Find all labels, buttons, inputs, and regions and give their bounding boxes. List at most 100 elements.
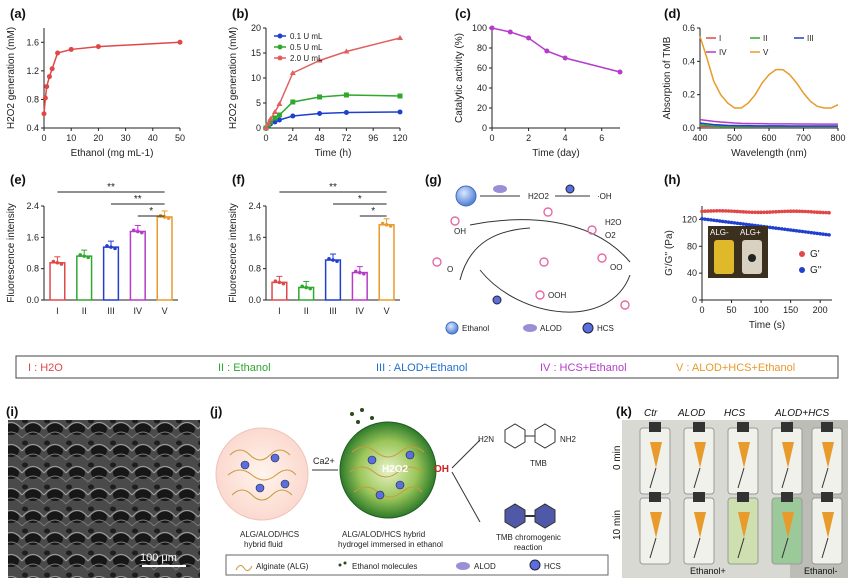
vial-alg-minus xyxy=(714,240,734,274)
series-line xyxy=(699,118,838,125)
y-axis-label: Catalytic activity (%) xyxy=(454,33,465,123)
label-tmb-b: reaction xyxy=(514,543,542,552)
x-tick-label: 96 xyxy=(368,133,378,143)
alod-cloud-icon xyxy=(493,185,507,193)
x-tick-label: 2 xyxy=(526,133,531,143)
legend-marker xyxy=(799,251,805,257)
molecule-5-icon xyxy=(539,257,549,267)
data-point xyxy=(797,209,802,214)
data-point xyxy=(809,230,814,235)
y-tick-label: 0.2 xyxy=(682,90,695,100)
category-label: V xyxy=(162,306,168,316)
hcs-bead-icon xyxy=(280,479,290,489)
data-point xyxy=(756,210,760,215)
data-point xyxy=(741,222,746,226)
y-axis-label: H2O2 generation (mM) xyxy=(6,27,17,129)
data-point xyxy=(706,209,710,213)
data-point xyxy=(290,113,296,119)
orange-gel xyxy=(694,442,706,468)
data-point xyxy=(78,253,82,257)
x-tick-label: 10 xyxy=(66,133,76,143)
bar xyxy=(378,224,395,301)
x-tick-label: 4 xyxy=(563,133,568,143)
ethanol-plus-label: Ethanol+ xyxy=(690,566,726,576)
data-point xyxy=(354,269,358,274)
data-point xyxy=(263,125,269,130)
alginate-chains xyxy=(227,449,297,501)
h2o2-label: H2O2 xyxy=(528,192,549,201)
y-tick-label: 0.6 xyxy=(682,23,695,33)
panel-label-j: (j) xyxy=(210,404,222,419)
y-tick-label: 80 xyxy=(687,241,697,251)
data-point xyxy=(827,233,831,237)
legend-hcs-icon xyxy=(582,322,594,334)
data-point xyxy=(113,246,117,251)
bar xyxy=(102,246,120,301)
data-point xyxy=(720,219,725,224)
bar xyxy=(76,255,93,301)
data-point xyxy=(777,209,781,214)
data-point xyxy=(794,228,799,233)
data-point xyxy=(714,218,719,223)
panel-label-h: (h) xyxy=(664,172,681,187)
inset-label: ALG+ xyxy=(740,228,761,237)
tmb-label: TMB xyxy=(530,459,547,468)
y-tick-label: 0.8 xyxy=(26,264,39,274)
data-point xyxy=(706,217,710,222)
y-tick-label: 0.8 xyxy=(248,264,261,274)
data-point xyxy=(388,224,393,228)
data-point xyxy=(384,223,389,227)
data-point xyxy=(362,271,366,276)
wire xyxy=(693,537,701,559)
data-point xyxy=(723,219,728,224)
ca-label: Ca2+ xyxy=(313,456,335,466)
col-hcs: HCS xyxy=(724,408,745,419)
data-point xyxy=(308,286,313,291)
category-label: I xyxy=(278,306,281,316)
data-point xyxy=(41,111,47,117)
data-point xyxy=(759,210,763,215)
data-point xyxy=(747,210,752,214)
data-point xyxy=(821,210,825,215)
data-point xyxy=(741,210,746,214)
data-point xyxy=(562,55,568,61)
data-point xyxy=(732,209,737,214)
y-tick-label: 15 xyxy=(251,48,261,58)
molecule-8-icon xyxy=(620,300,630,310)
legend-label: V xyxy=(763,48,769,57)
x-tick-label: 0 xyxy=(41,133,46,143)
data-point xyxy=(771,225,775,230)
data-point xyxy=(44,84,50,90)
data-point xyxy=(290,99,296,105)
data-point xyxy=(276,117,282,123)
y-tick-label: 80 xyxy=(477,43,487,53)
data-point xyxy=(782,227,787,232)
ethanol-molecules-icon xyxy=(343,561,347,565)
data-point xyxy=(779,209,784,214)
wire xyxy=(781,537,789,559)
ethanol-molecules-icon xyxy=(338,563,342,567)
x-tick-label: 24 xyxy=(288,133,298,143)
panel-label-d: (d) xyxy=(664,6,681,21)
data-point xyxy=(738,209,743,214)
data-point xyxy=(397,93,403,99)
panel-label-k: (k) xyxy=(616,404,632,419)
data-point xyxy=(738,221,743,226)
significance-label: ** xyxy=(134,194,142,205)
bar xyxy=(49,262,66,301)
vial-cap xyxy=(781,422,793,432)
y-tick-label: 0 xyxy=(256,123,261,133)
category-label: III xyxy=(107,306,115,316)
oh-label: ·OH xyxy=(597,192,612,201)
data-point xyxy=(821,232,825,236)
legend-ethanol-icon xyxy=(445,321,459,335)
data-point xyxy=(782,209,787,214)
benzene-2 xyxy=(534,423,556,449)
panel-label-e: (e) xyxy=(10,172,26,187)
hcs-bead-icon xyxy=(375,490,385,500)
data-point xyxy=(788,209,793,214)
bar xyxy=(129,230,146,301)
y-tick-label: 100 xyxy=(472,23,487,33)
h2o2-label-j: H2O2 xyxy=(382,464,409,475)
legend-item-3: III : ALOD+Ethanol xyxy=(376,362,467,374)
